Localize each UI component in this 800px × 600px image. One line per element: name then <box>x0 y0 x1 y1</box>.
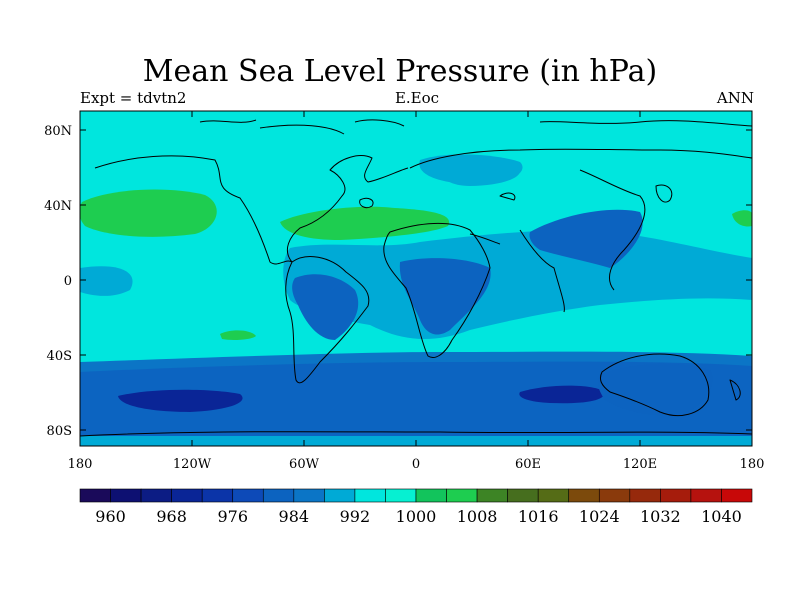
y-tick-label: 80N <box>44 124 72 139</box>
colorbar-label: 960 <box>95 507 126 526</box>
low-australia <box>597 363 713 416</box>
colorbar-label: 1040 <box>701 507 742 526</box>
low-south-asia <box>529 209 643 268</box>
colorbar-swatch <box>568 488 600 503</box>
x-tick-label: 0 <box>412 457 420 472</box>
season-label: ANN <box>716 89 754 107</box>
colorbar-swatch <box>385 488 417 503</box>
colorbar-swatch <box>721 488 753 503</box>
pressure-band-arctic <box>80 111 752 148</box>
x-tick-label: 120E <box>623 457 657 472</box>
colorbar-swatch <box>690 488 722 503</box>
colorbar-label: 1024 <box>579 507 620 526</box>
colorbar-swatch <box>415 488 447 503</box>
coastlines <box>80 119 752 437</box>
x-tick-label: 60E <box>515 457 541 472</box>
colorbar-swatch <box>354 488 386 503</box>
colorbar-swatch <box>324 488 356 503</box>
colorbar-label: 968 <box>156 507 187 526</box>
low-europe <box>439 160 521 186</box>
colorbar-swatch <box>79 488 111 503</box>
pressure-band-tropical-belt <box>283 229 752 340</box>
colorbar-swatch <box>537 488 570 503</box>
x-tick-label: 180 <box>68 457 93 472</box>
colorbar-label: 1032 <box>640 507 681 526</box>
colorbar-swatch <box>201 488 234 503</box>
colorbar-swatch <box>598 488 631 503</box>
colorbar-swatch <box>140 488 172 503</box>
colorbar-swatch <box>110 488 142 503</box>
high-east-pacific <box>732 210 752 227</box>
colorbar-label: 1016 <box>518 507 559 526</box>
colorbar-swatch <box>660 488 692 503</box>
case-label: E.Eoc <box>394 89 440 107</box>
y-tick-label: 0 <box>64 274 72 289</box>
pressure-band-southern-ocean-inner <box>80 361 752 446</box>
low-south-indian <box>519 385 605 404</box>
y-tick-label: 40N <box>44 199 72 214</box>
x-tick-label: 180 <box>740 457 765 472</box>
x-tick-label: 120W <box>173 457 212 472</box>
colorbar-swatch <box>507 488 539 503</box>
colorbar-swatch <box>629 488 661 503</box>
low-south-pacific <box>118 389 243 412</box>
axis-ticks: 180 120W 60W 0 60E 120E 180 80N 40N 0 40S 80S <box>44 111 764 472</box>
low-south-america <box>292 274 359 340</box>
high-north-atlantic <box>280 206 450 240</box>
colorbar-label: 992 <box>340 507 371 526</box>
chart-title: Mean Sea Level Pressure (in hPa) <box>142 54 658 89</box>
colorbar-swatch <box>232 488 264 503</box>
colorbar-label: 976 <box>217 507 248 526</box>
colorbar-swatch <box>171 488 203 503</box>
high-south-atlantic <box>220 330 256 340</box>
colorbar: 960 968 976 984 992 1000 1008 1016 1024 1032 1040 <box>79 488 753 526</box>
pressure-band-tropical-pacific <box>80 266 133 296</box>
colorbar-swatch <box>262 488 295 503</box>
colorbar-swatch <box>446 488 478 503</box>
experiment-label: Expt = tdvtn2 <box>80 89 187 107</box>
colorbar-swatch <box>293 488 325 503</box>
colorbar-swatch <box>476 488 508 503</box>
x-tick-label: 60W <box>289 457 320 472</box>
low-africa <box>399 258 491 335</box>
colorbar-label: 1000 <box>396 507 437 526</box>
y-tick-label: 80S <box>47 424 72 439</box>
y-tick-label: 40S <box>47 349 72 364</box>
colorbar-label: 1008 <box>457 507 498 526</box>
high-north-pacific <box>80 189 217 237</box>
colorbar-label: 984 <box>279 507 310 526</box>
